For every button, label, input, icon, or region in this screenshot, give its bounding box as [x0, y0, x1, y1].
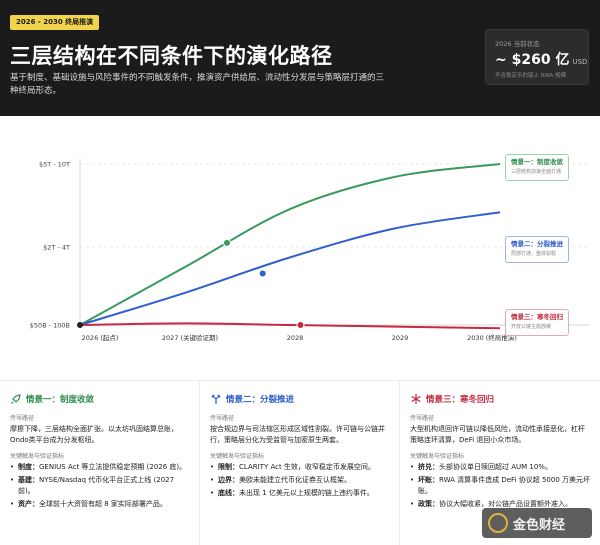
list-item: 挤兑：头部协议单日赎回超过 AUM 10%。 — [410, 462, 590, 473]
list-item: 政策：协议大幅收紧，对公链产品设置额外准入。 — [410, 499, 590, 510]
card-scenario-2: 情景二：分裂推进 传导路径 按合规边界与司法辖区形成区域性割裂。许可链与公链并行… — [200, 381, 400, 545]
list-item: 边界：美欧未能建立代币化证券互认框架。 — [210, 475, 389, 486]
path-label: 传导路径 — [10, 415, 35, 422]
y-tick-label: $2T - 4T — [43, 244, 70, 252]
kpi-card: 2026 当前状态 ~ $260 亿 USD 不含稳定币的链上 RWA 规模 — [485, 29, 589, 85]
series-marker-2 — [258, 269, 267, 278]
callout-scenario-1: 情景一：制度收敛 三层结构加速全面打通 — [505, 154, 569, 181]
item-value: GENIUS Act 等立法提供稳定预期 (2026 底)。 — [39, 463, 187, 471]
card-header: 情景一：制度收敛 — [10, 393, 189, 405]
item-key: 政策： — [418, 500, 439, 508]
period-badge: 2026 - 2030 终局推演 — [10, 15, 100, 30]
path-label: 传导路径 — [210, 415, 235, 422]
card-title: 情景三：寒冬回归 — [426, 395, 495, 405]
snowflake-icon — [411, 394, 421, 404]
list-item: 制度：GENIUS Act 等立法提供稳定预期 (2026 底)。 — [10, 462, 189, 473]
path-label: 传导路径 — [410, 415, 435, 422]
x-tick-label: 2029 — [392, 334, 409, 342]
item-value: RWA 清算事件造成 DeFi 协议超 5000 万美元坏账。 — [418, 476, 591, 495]
callout-scenario-2: 情景二：分裂推进 局部打通，整体割裂 — [505, 236, 569, 263]
watermark-text: 金色财经 — [513, 517, 566, 533]
metrics-label: 关键触发与验证指标 — [210, 453, 265, 460]
path-text: 摩擦下降，三层结构全面扩张。以太坊巩固结算总账，Ondo类平台成为分发枢纽。 — [10, 425, 178, 444]
metrics-label: 关键触发与验证指标 — [10, 453, 65, 460]
item-value: 头部协议单日赎回超过 AUM 10%。 — [439, 463, 552, 471]
chart-svg: $50B - 100B $2T - 4T $5T - 10T 2026 (起点) 202… — [30, 159, 590, 342]
item-value: NYSE/Nasdaq 代币化平台正式上线 (2027前)。 — [18, 476, 175, 495]
kpi-value: ~ $260 亿 USD — [495, 49, 587, 69]
scenario-chart: $50B - 100B $2T - 4T $5T - 10T 2026 (起点) 202… — [0, 116, 600, 356]
rocket-icon — [11, 394, 21, 404]
item-value: 未出现 1 亿美元以上规模的链上违约事件。 — [239, 489, 374, 497]
item-key: 坏账： — [418, 476, 439, 484]
callout-title: 情景二：分裂推进 — [511, 240, 563, 248]
item-key: 底线： — [218, 489, 239, 497]
y-tick-label: $50B - 100B — [30, 322, 70, 330]
item-key: 边界： — [218, 476, 239, 484]
series-line-3 — [79, 322, 501, 330]
metrics-label: 关键触发与验证指标 — [410, 453, 465, 460]
item-value: 全球前十大资管有超 8 家实际部署产品。 — [39, 500, 167, 508]
metrics-list: 限制：CLARITY Act 生效，收窄稳定币发展空间。 边界：美欧未能建立代币… — [210, 462, 389, 499]
card-header: 情景三：寒冬回归 — [410, 393, 590, 405]
series-line-1 — [79, 163, 501, 326]
kpi-unit: USD — [572, 58, 588, 66]
callout-scenario-3: 情景三：寒冬回归 开放公链主题放缓 — [505, 309, 569, 336]
x-tick-label: 2027 (关键验证期) — [162, 333, 218, 342]
header-banner: 2026 - 2030 终局推演 三层结构在不同条件下的演化路径 基于制度、基础… — [0, 0, 600, 116]
page-title: 三层结构在不同条件下的演化路径 — [10, 44, 333, 68]
item-value: CLARITY Act 生效，收窄稳定币发展空间。 — [239, 463, 375, 471]
kpi-number: ~ $260 亿 — [495, 52, 570, 68]
path-text: 按合规边界与司法辖区形成区域性割裂。许可链与公链并行，策略层分化为受监管与加密原… — [210, 425, 385, 444]
x-tick-label: 2026 (起点) — [82, 334, 119, 342]
item-value: 美欧未能建立代币化证券互认框架。 — [239, 476, 351, 484]
card-header: 情景二：分裂推进 — [210, 393, 389, 405]
item-key: 资产： — [18, 500, 39, 508]
list-item: 基建：NYSE/Nasdaq 代币化平台正式上线 (2027前)。 — [10, 475, 189, 497]
card-scenario-1: 情景一：制度收敛 传导路径 摩擦下降，三层结构全面扩张。以太坊巩固结算总账，On… — [0, 381, 200, 545]
item-key: 挤兑： — [418, 463, 439, 471]
item-key: 制度： — [18, 463, 39, 471]
callout-note: 局部打通，整体割裂 — [511, 251, 557, 257]
card-scenario-3: 情景三：寒冬回归 传导路径 大型机构退回许可链以降低风险，流动性承接恶化，杠杆策… — [400, 381, 600, 545]
callout-note: 三层结构加速全面打通 — [511, 169, 562, 175]
series-line-2 — [79, 211, 501, 326]
callout-title: 情景一：制度收敛 — [511, 158, 563, 166]
item-value: 协议大幅收紧，对公链产品设置额外准入。 — [439, 500, 572, 508]
metrics-list: 制度：GENIUS Act 等立法提供稳定预期 (2026 底)。 基建：NYS… — [10, 462, 189, 510]
list-item: 底线：未出现 1 亿美元以上规模的链上违约事件。 — [210, 488, 389, 499]
item-key: 基建： — [18, 476, 39, 484]
path-text: 大型机构退回许可链以降低风险，流动性承接恶化，杠杆策略连环清算，DeFi 退回小… — [410, 425, 585, 444]
kpi-label: 2026 当前状态 — [495, 40, 540, 48]
y-tick-label: $5T - 10T — [39, 161, 70, 169]
page-subtitle: 基于制度、基础设施与风险事件的不同触发条件，推演资产供给层、流动性分发层与策略层… — [10, 73, 385, 96]
split-arrows-icon — [211, 394, 221, 404]
callout-title: 情景三：寒冬回归 — [511, 313, 563, 321]
origin-point — [77, 322, 83, 328]
list-item: 资产：全球前十大资管有超 8 家实际部署产品。 — [10, 499, 189, 510]
card-title: 情景一：制度收敛 — [26, 395, 95, 405]
watermark: 金色财经 — [482, 508, 592, 538]
series-marker-1 — [223, 238, 231, 247]
scenario-cards: 情景一：制度收敛 传导路径 摩擦下降，三层结构全面扩张。以太坊巩固结算总账，On… — [0, 380, 600, 545]
metrics-list: 挤兑：头部协议单日赎回超过 AUM 10%。 坏账：RWA 清算事件造成 DeF… — [410, 462, 590, 510]
list-item: 限制：CLARITY Act 生效，收窄稳定币发展空间。 — [210, 462, 389, 473]
card-title: 情景二：分裂推进 — [226, 395, 295, 405]
callout-note: 开放公链主题放缓 — [511, 324, 552, 330]
kpi-note: 不含稳定币的链上 RWA 规模 — [495, 73, 566, 79]
series-marker-3 — [296, 321, 305, 329]
item-key: 限制： — [218, 463, 239, 471]
gold-coin-logo-icon — [488, 513, 508, 533]
x-tick-label: 2030 (终局推演) — [467, 333, 517, 342]
x-tick-label: 2028 — [287, 334, 304, 342]
list-item: 坏账：RWA 清算事件造成 DeFi 协议超 5000 万美元坏账。 — [410, 475, 590, 497]
